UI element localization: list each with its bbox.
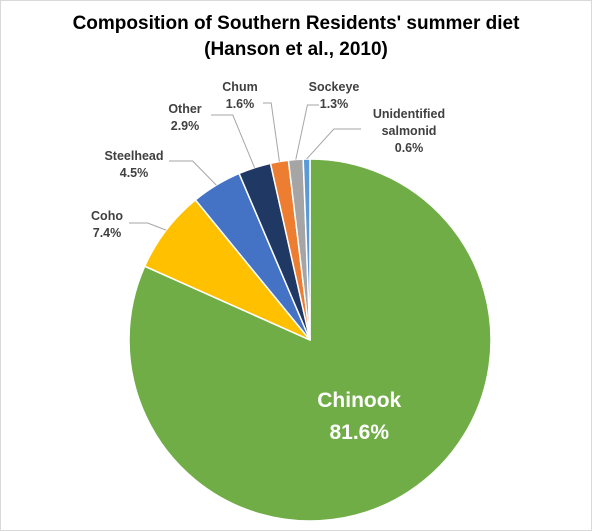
slice-label: Chinook [317,388,402,412]
slice-value-label: 2.9% [170,119,200,133]
slice-value-label: 1.3% [319,97,349,111]
chart-title: Composition of Southern Residents' summe… [72,13,520,34]
leader-line [263,102,280,162]
slice-label: Chum [222,80,258,94]
slice-value-label: 7.4% [92,226,122,240]
slice-label: Unidentified salmonid [372,107,446,138]
slice-value-label: 0.6% [394,141,424,155]
slice-label: Sockeye [308,80,360,94]
slice-label: Other [168,102,202,116]
pie-slice [302,158,311,341]
slice-value-label: 4.5% [119,166,149,180]
leader-line [295,104,319,160]
slice-label: Steelhead [104,149,164,163]
leader-line [306,128,361,160]
chart-title: (Hanson et al., 2010) [204,39,388,60]
leader-line [129,222,167,231]
slice-label: Coho [91,209,123,223]
slice-value-label: 81.6% [329,420,390,444]
slice-value-label: 1.6% [225,97,255,111]
leader-line [211,114,256,168]
leader-line [169,160,217,186]
